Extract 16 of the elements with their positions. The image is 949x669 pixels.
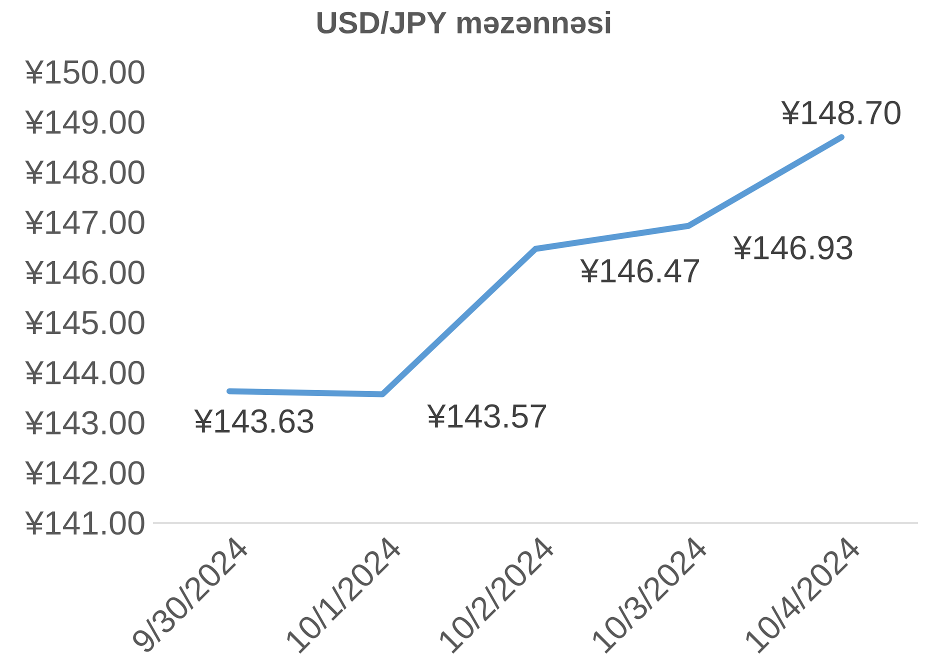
y-tick-label: ¥145.00 xyxy=(25,310,144,334)
y-tick-label: ¥150.00 xyxy=(25,60,144,84)
y-tick-label: ¥141.00 xyxy=(25,511,144,535)
data-label: ¥148.70 xyxy=(781,100,900,124)
y-tick-label: ¥146.00 xyxy=(25,260,144,284)
chart-title: USD/JPY məzənnəsi xyxy=(318,11,610,34)
y-tick-label: ¥144.00 xyxy=(25,360,144,384)
data-label: ¥146.47 xyxy=(580,258,699,283)
y-tick-label: ¥148.00 xyxy=(25,160,144,184)
y-tick-label: ¥143.00 xyxy=(25,410,144,435)
y-tick-label: ¥149.00 xyxy=(25,110,144,134)
data-label: ¥146.93 xyxy=(733,236,852,260)
y-tick-label: ¥147.00 xyxy=(25,210,144,234)
data-label: ¥143.57 xyxy=(427,404,546,428)
data-label: ¥143.63 xyxy=(194,409,314,433)
y-tick-label: ¥142.00 xyxy=(25,461,144,485)
